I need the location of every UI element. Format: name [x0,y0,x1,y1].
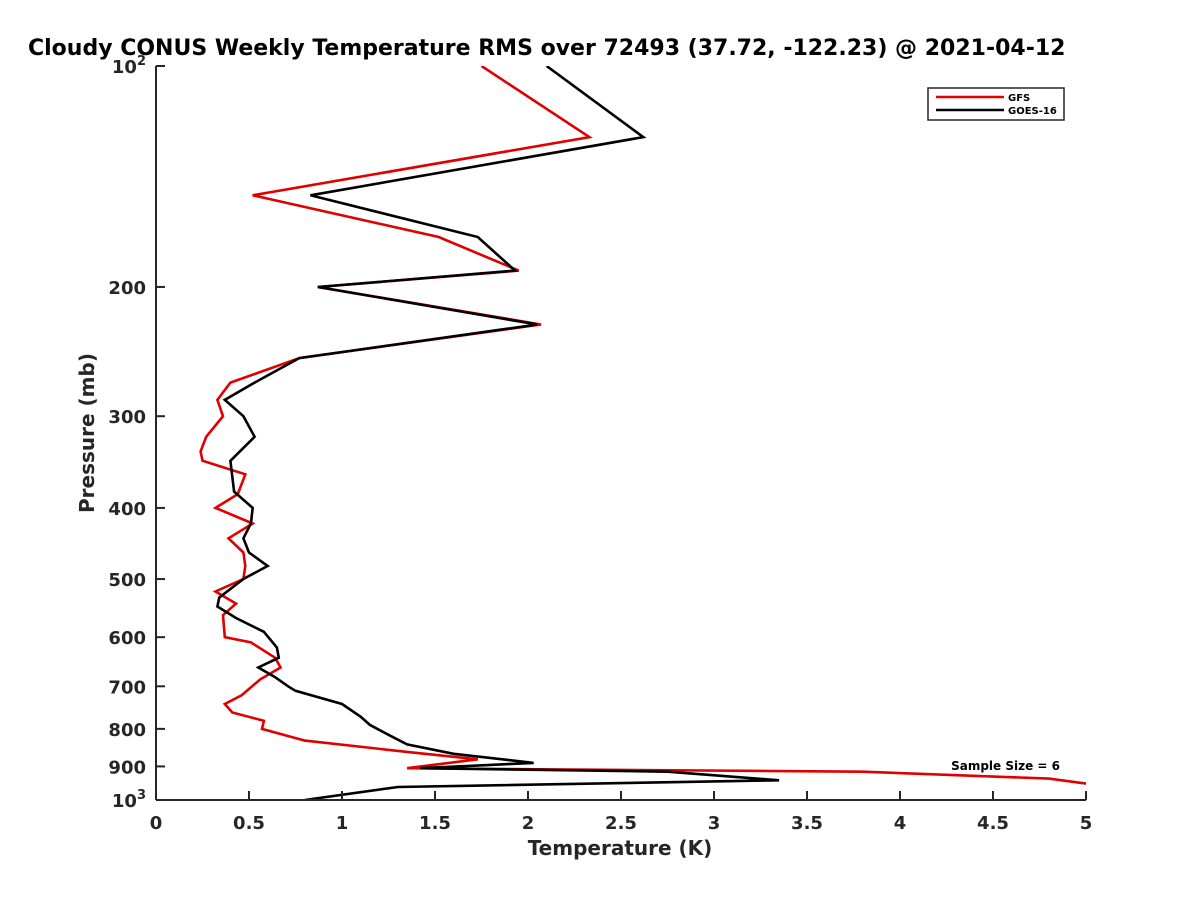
series-line-gfs [199,66,1086,785]
y-tick-label: 103 [112,788,146,812]
x-tick-label: 1.5 [419,813,451,834]
legend: GFS GOES-16 [927,87,1065,121]
x-tick-label: 0 [150,813,163,834]
y-tick-label: 900 [108,757,146,778]
legend-box [927,87,1065,121]
x-tick-label: 2 [522,813,535,834]
series-layer [199,66,1086,800]
x-tick-label: 5 [1080,813,1093,834]
axes: 0 0.5 1 1.5 2 2.5 3 3.5 4 4.5 5 102 200 300 400 500 600 7… [108,54,1092,834]
y-tick-label: 300 [108,407,146,428]
x-tick-label: 4.5 [977,813,1009,834]
y-tick-label: 200 [108,278,146,299]
y-axis-label: Pressure (mb) [75,353,99,513]
x-tick-label: 3 [708,813,721,834]
chart-title: Cloudy CONUS Weekly Temperature RMS over… [28,36,1065,61]
x-tick-label: 4 [894,813,907,834]
series-line-goes-16 [215,66,780,800]
legend-label: GFS [1008,93,1030,104]
x-tick-label: 3.5 [791,813,823,834]
x-tick-label: 1 [336,813,349,834]
x-tick-label: 0.5 [233,813,265,834]
y-tick-label: 102 [112,54,146,78]
y-tick-label: 800 [108,720,146,741]
y-tick-label: 500 [108,570,146,591]
y-tick-label: 600 [108,628,146,649]
x-tick-label: 2.5 [605,813,637,834]
x-axis-label: Temperature (K) [528,836,713,860]
y-tick-label: 400 [108,499,146,520]
sample-size-annotation: Sample Size = 6 [951,759,1060,773]
y-tick-label: 700 [108,677,146,698]
legend-label: GOES-16 [1008,106,1057,117]
